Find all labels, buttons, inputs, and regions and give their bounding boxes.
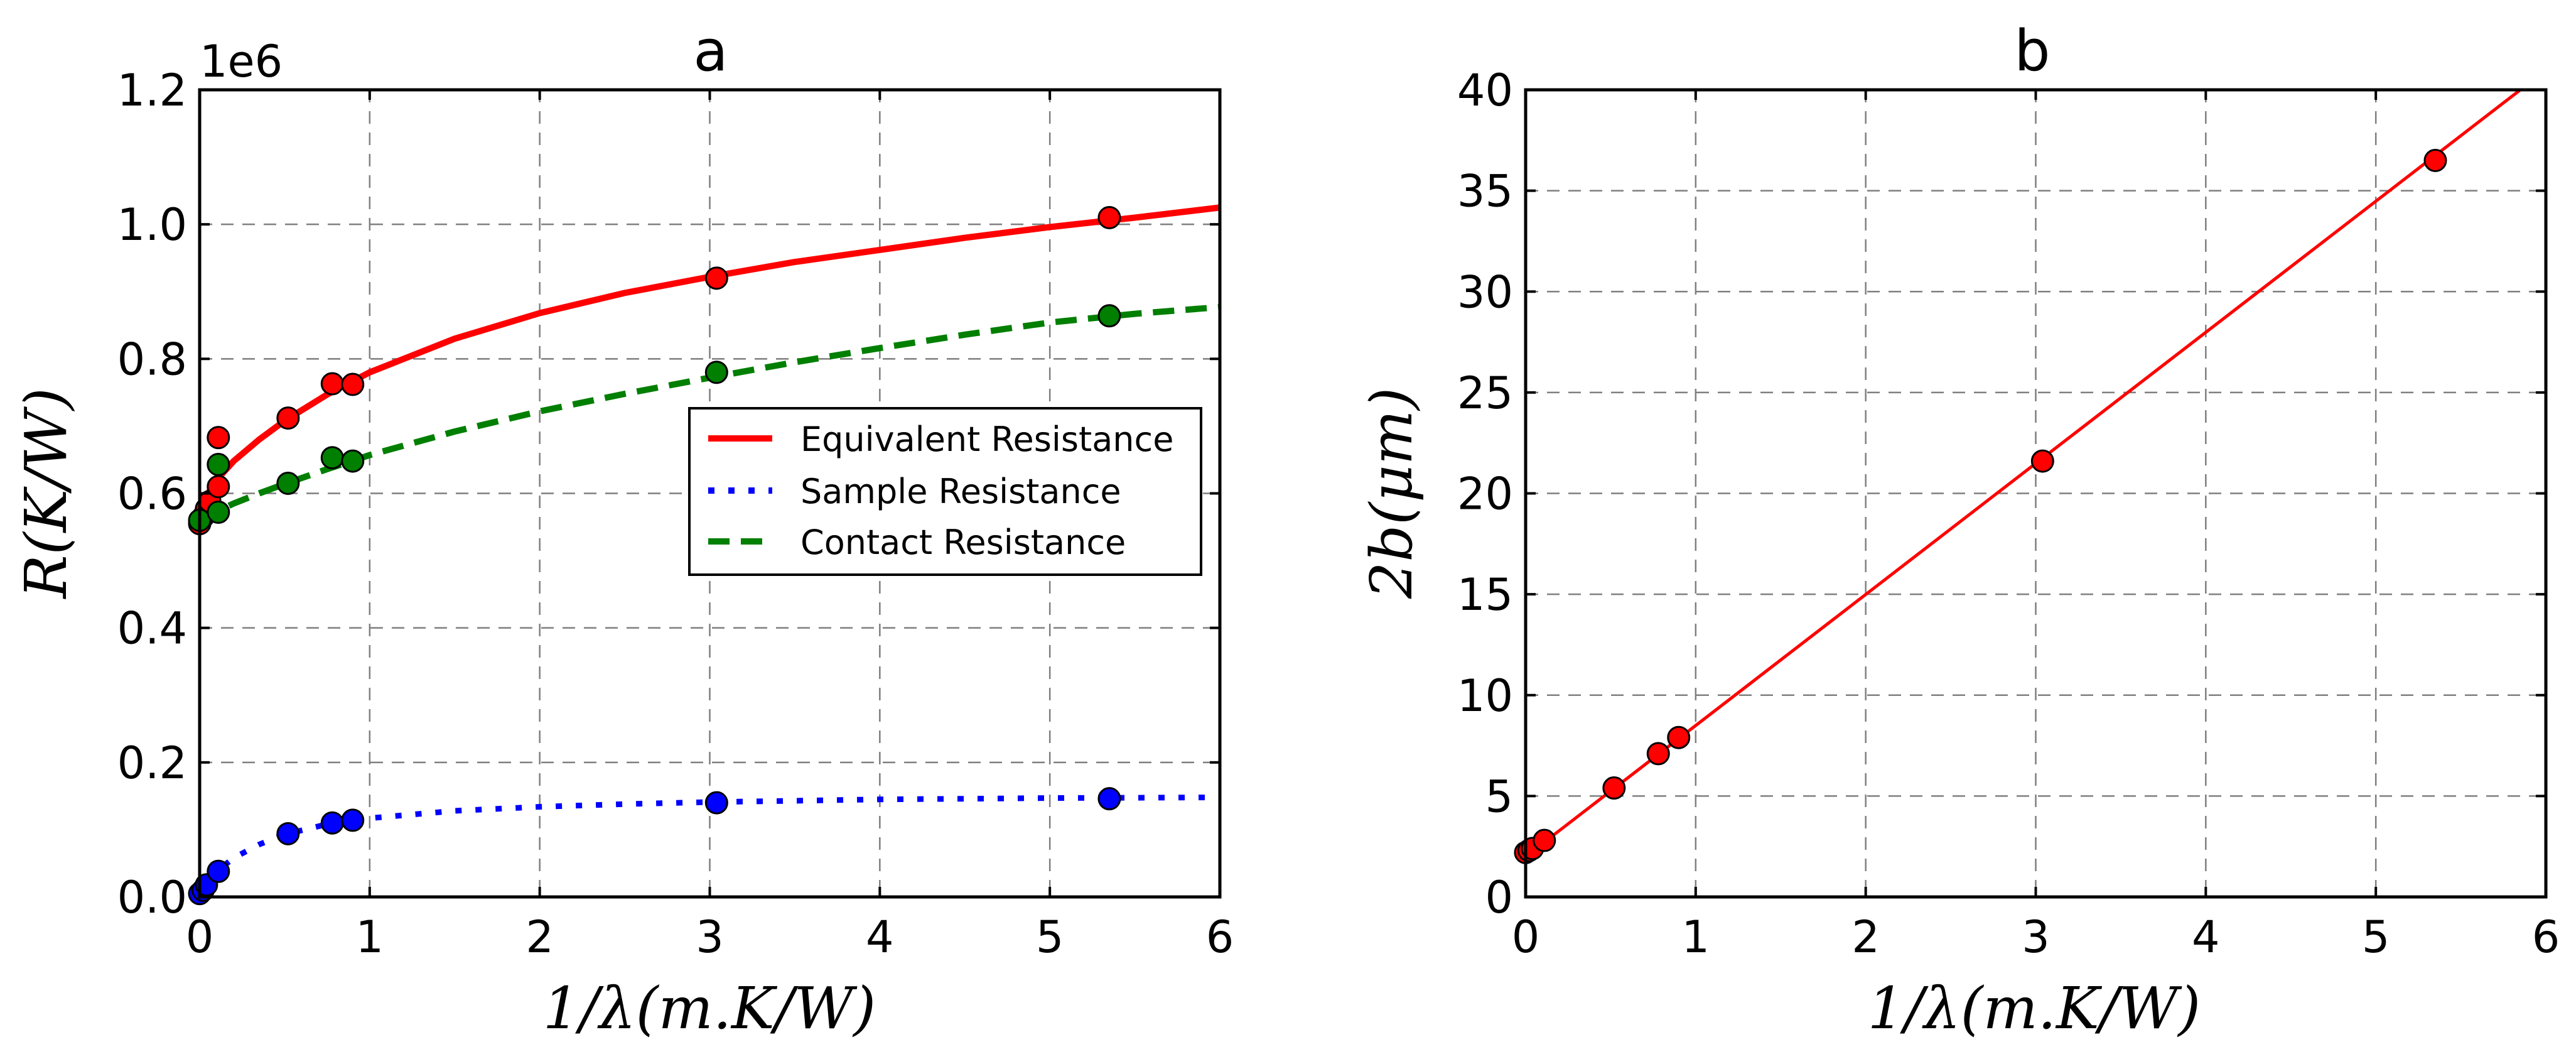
data-point [1602, 776, 1626, 800]
data-point [320, 446, 344, 470]
chart-b-title: b [2014, 18, 2050, 84]
chart-b-grid [1526, 90, 2546, 897]
y-tick-label: 0.4 [117, 603, 187, 654]
chart-b-fit-lines [1524, 89, 2521, 858]
data-point [1646, 742, 1670, 766]
x-tick-label: 0 [1512, 911, 1540, 963]
fit-line-0 [1524, 89, 2521, 858]
y-tick-label: 0.0 [117, 872, 187, 923]
data-point [207, 452, 230, 476]
data-point [320, 811, 344, 835]
chart-a-y-axis-label: R(K/W) [13, 388, 80, 599]
x-tick-label: 0 [186, 911, 214, 963]
chart-b-x-axis-label: 1/λ(m.K/W) [1868, 975, 2201, 1042]
data-point [1097, 787, 1121, 811]
data-point [704, 791, 728, 815]
y-tick-label: 0 [1485, 872, 1513, 923]
chart-a: a 1e6 0 1 2 3 4 5 6 0.0 0.2 0.4 0.6 0.8 1.0 1.2 1/λ(m… [13, 18, 1234, 1042]
legend-label-sample: Sample Resistance [800, 472, 1121, 511]
x-tick-label: 2 [525, 911, 554, 963]
data-point [276, 471, 300, 495]
x-tick-label: 5 [2362, 911, 2390, 963]
data-point [276, 406, 300, 430]
y-tick-label: 40 [1457, 65, 1513, 116]
chart-a-ticks: 0 1 2 3 4 5 6 0.0 0.2 0.4 0.6 0.8 1.0 1.2 [117, 65, 1234, 963]
x-tick-label: 4 [2192, 911, 2220, 963]
data-point [341, 449, 365, 473]
x-tick-label: 5 [1036, 911, 1064, 963]
chart-b-ticks: 0 1 2 3 4 5 6 0 5 10 15 20 25 30 35 40 [1457, 65, 2560, 963]
data-point [704, 361, 728, 384]
data-point [207, 859, 230, 883]
y-tick-label: 30 [1457, 266, 1513, 318]
legend-label-contact: Contact Resistance [800, 523, 1126, 562]
x-tick-label: 6 [2532, 911, 2560, 963]
data-point [1097, 304, 1121, 328]
data-point [207, 500, 230, 524]
data-point [276, 822, 300, 845]
y-tick-label: 1.2 [117, 65, 187, 116]
chart-b-y-axis-label: 2b(μm) [1358, 388, 1425, 599]
x-tick-label: 6 [1206, 911, 1234, 963]
data-point [2030, 449, 2054, 473]
y-tick-label: 1.0 [117, 199, 187, 251]
y-tick-label: 35 [1457, 166, 1513, 217]
data-point [2423, 148, 2447, 172]
chart-b: b 0 1 2 3 4 5 6 0 5 10 15 20 25 30 35 40 1/λ(m.K/W) 2b(… [1358, 18, 2560, 1042]
x-tick-label: 1 [1682, 911, 1710, 963]
data-point [1533, 828, 1556, 852]
data-point [341, 372, 365, 396]
y-tick-label: 10 [1457, 670, 1513, 722]
fit-line-0 [197, 204, 1221, 515]
chart-a-x-axis-label: 1/λ(m.K/W) [543, 975, 876, 1042]
data-point [207, 475, 230, 499]
data-point [341, 808, 365, 832]
chart-a-fit-lines [197, 204, 1221, 899]
data-point [1097, 205, 1121, 229]
chart-a-legend: Equivalent Resistance Sample Resistance … [688, 407, 1202, 576]
data-point [207, 426, 230, 450]
x-tick-label: 3 [696, 911, 724, 963]
x-tick-label: 3 [2022, 911, 2050, 963]
data-point [1667, 725, 1691, 749]
y-tick-label: 0.8 [117, 334, 187, 385]
y-tick-label: 0.2 [117, 737, 187, 789]
y-tick-label: 20 [1457, 469, 1513, 520]
fit-line-1 [197, 795, 1221, 899]
x-tick-label: 1 [356, 911, 384, 963]
data-point [704, 266, 728, 290]
y-tick-label: 5 [1485, 771, 1513, 822]
legend-label-equivalent: Equivalent Resistance [800, 420, 1173, 459]
x-tick-label: 4 [866, 911, 894, 963]
fit-line-2 [198, 303, 1221, 523]
legend-box [688, 407, 1202, 576]
x-tick-label: 2 [1851, 911, 1880, 963]
y-tick-label: 25 [1457, 367, 1513, 419]
chart-a-offset-text: 1e6 [200, 36, 283, 87]
y-tick-label: 15 [1457, 569, 1513, 621]
chart-a-title: a [693, 18, 728, 84]
y-tick-label: 0.6 [117, 469, 187, 520]
data-point [320, 372, 344, 396]
chart-a-points [188, 205, 1121, 906]
